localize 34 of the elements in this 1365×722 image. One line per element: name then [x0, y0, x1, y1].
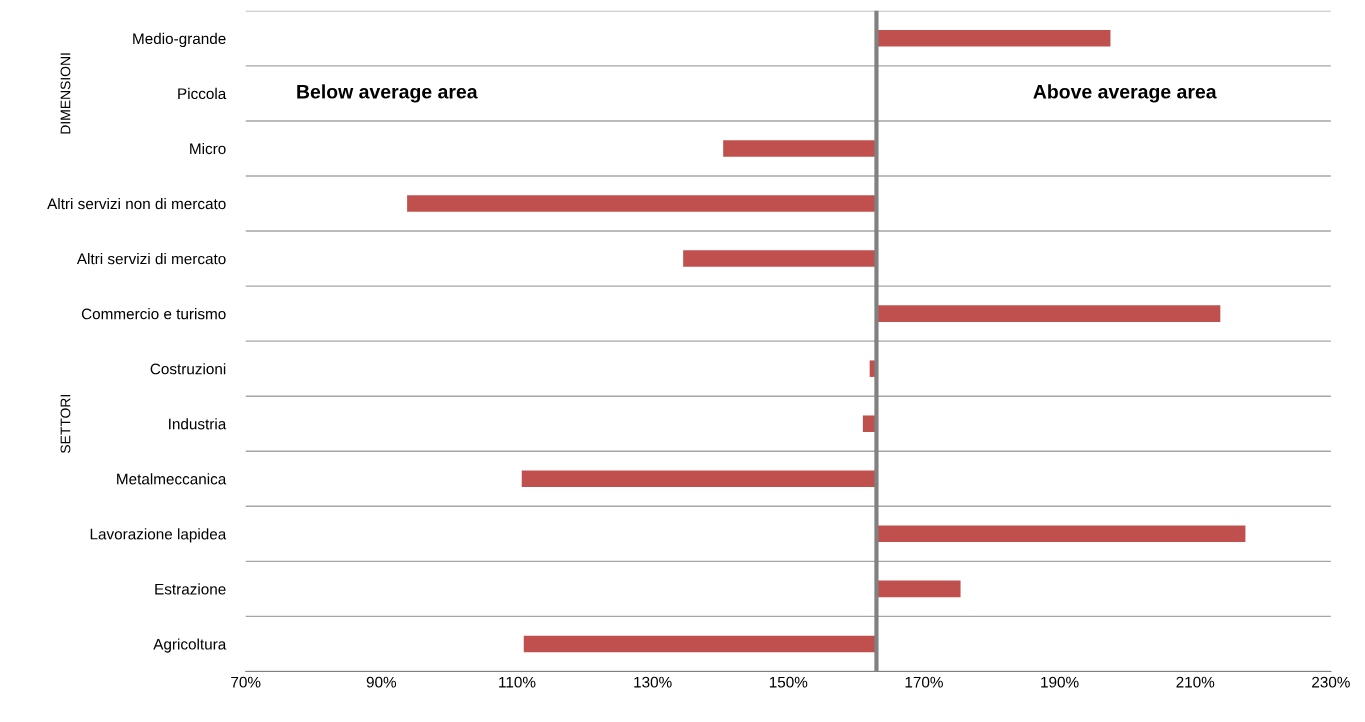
- y-tick-label: Agricoltura: [153, 638, 227, 653]
- bar: [876, 525, 1246, 543]
- x-tick-label: 150%: [769, 676, 808, 688]
- bar: [683, 250, 877, 267]
- y-tick-label: Metalmeccanica: [117, 473, 227, 485]
- bar: [876, 580, 961, 598]
- bar: [523, 635, 877, 653]
- y-tick-label: Commercio e turismo: [81, 308, 226, 320]
- bar: [521, 470, 877, 488]
- x-tick-label: 110%: [499, 676, 536, 688]
- bar: [876, 30, 1111, 47]
- text: SETTORI: [60, 395, 71, 454]
- y-tick-label: Piccola: [178, 87, 227, 100]
- y-tick-label: Micro: [190, 142, 226, 155]
- x-tick-label: 70%: [231, 676, 261, 688]
- y-tick-label: Lavorazione lapidea: [90, 528, 227, 543]
- x-tick-label: 190%: [1041, 676, 1079, 688]
- annotation: Below average area: [297, 84, 478, 103]
- x-tick-label: 230%: [1312, 676, 1350, 688]
- annotation: Above average area: [1033, 84, 1217, 103]
- y-tick-label: Altri servizi di mercato: [76, 253, 226, 265]
- bar: [407, 195, 877, 212]
- bar: [723, 140, 877, 157]
- x-tick-label: 170%: [905, 676, 943, 688]
- x-tick-label: 90%: [366, 676, 397, 688]
- y-tick-label: Altri servizi non di mercato: [47, 197, 226, 210]
- y-tick-label: Estrazione: [155, 583, 226, 595]
- text: DIMENSIONI: [60, 53, 71, 134]
- y-tick-label: Medio-grande: [133, 32, 226, 48]
- x-tick-label: 210%: [1176, 676, 1215, 688]
- y-tick-label: Industria: [169, 418, 227, 430]
- bar: [876, 305, 1221, 322]
- x-tick-label: 130%: [634, 676, 672, 688]
- y-tick-label: Costruzioni: [150, 363, 226, 375]
